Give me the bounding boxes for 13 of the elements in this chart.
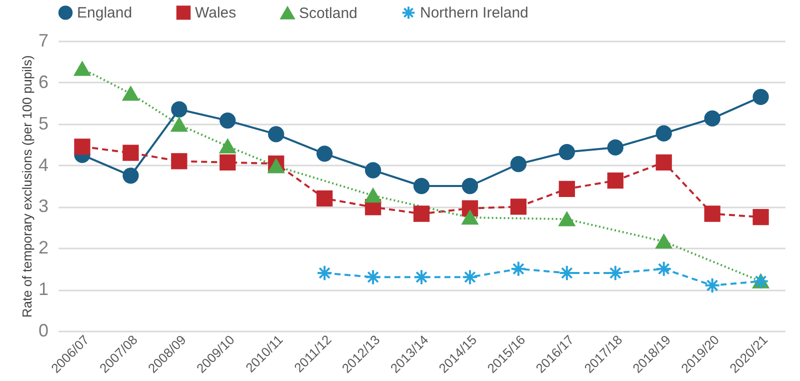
y-tick-label: 2 [38, 238, 48, 258]
y-tick-label: 7 [38, 30, 48, 50]
legend-label: England [77, 4, 132, 22]
legend-label: Northern Ireland [420, 4, 528, 22]
y-axis-title: Rate of temporary exclusions (per 100 pupils) [19, 55, 34, 318]
legend-label: Wales [195, 4, 236, 22]
y-tick-label: 1 [38, 279, 48, 300]
y-tick-label: 4 [38, 154, 48, 175]
y-tick-label: 5 [38, 113, 48, 134]
legend-label: Scotland [299, 5, 358, 22]
y-tick-label: 3 [38, 196, 48, 216]
y-tick-label: 0 [38, 320, 48, 340]
y-tick-label: 6 [38, 72, 48, 92]
